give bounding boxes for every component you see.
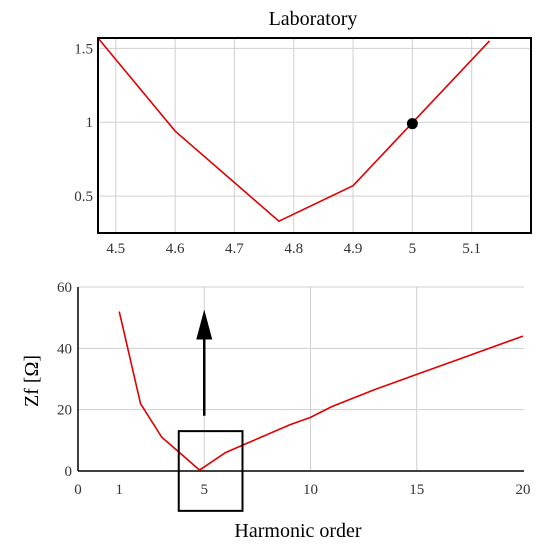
top-x-tick-label: 4.7	[225, 241, 244, 257]
top-x-tick-labels: 4.5 4.6 4.7 4.8 4.9 5 5.1	[106, 241, 481, 257]
zoom-region-box	[177, 430, 244, 512]
top-y-tick-label: 0.5	[74, 189, 93, 205]
x-axis-label: Harmonic order	[234, 520, 362, 542]
top-x-tick-label: 4.5	[106, 241, 125, 257]
bottom-x-tick-label: 5	[201, 482, 209, 498]
bottom-y-tick-labels: 0 20 40 60	[57, 280, 72, 480]
bottom-x-tick-label: 0	[74, 482, 82, 498]
y-axis-label: Zf [Ω]	[21, 355, 43, 407]
top-impedance-line	[97, 37, 491, 223]
chart-title: Laboratory	[269, 8, 358, 30]
top-x-tick-label: 4.6	[166, 241, 185, 257]
top-x-tick-label: 4.8	[284, 241, 303, 257]
top-x-tick-label: 5.1	[462, 241, 481, 257]
bottom-x-tick-label: 20	[516, 482, 531, 498]
harmonic-impedance-line	[118, 311, 524, 472]
bottom-x-tick-labels: 0 1 5 10 15 20	[74, 482, 530, 498]
zoom-arrow-head	[196, 309, 213, 340]
top-plot-frame	[97, 37, 532, 234]
bottom-y-tick-label: 60	[57, 280, 72, 296]
top-y-tick-labels: 0.5 1 1.5	[74, 41, 93, 205]
bottom-x-tick-label: 10	[303, 482, 318, 498]
bottom-grid	[77, 286, 524, 472]
top-y-tick-label: 1.5	[74, 41, 93, 57]
bottom-x-tick-label: 15	[409, 482, 424, 498]
bottom-y-tick-label: 20	[57, 403, 72, 419]
bottom-curves	[118, 311, 524, 472]
top-x-tick-label: 4.9	[344, 241, 363, 257]
laboratory-panel: Laboratory 4.5 4.6 4.7 4.8 4.9 5 5.1 0.5 1 1.5	[74, 8, 532, 257]
bottom-y-tick-label: 0	[65, 464, 73, 480]
operating-point-group	[406, 118, 418, 130]
top-curves	[97, 37, 491, 223]
operating-point-marker	[406, 118, 418, 130]
bottom-x-tick-label: 1	[116, 482, 124, 498]
bottom-y-tick-label: 40	[57, 341, 72, 357]
bottom-annotations	[177, 309, 244, 512]
top-x-tick-label: 5	[409, 241, 417, 257]
top-y-tick-label: 1	[86, 115, 94, 131]
top-grid	[98, 38, 531, 233]
